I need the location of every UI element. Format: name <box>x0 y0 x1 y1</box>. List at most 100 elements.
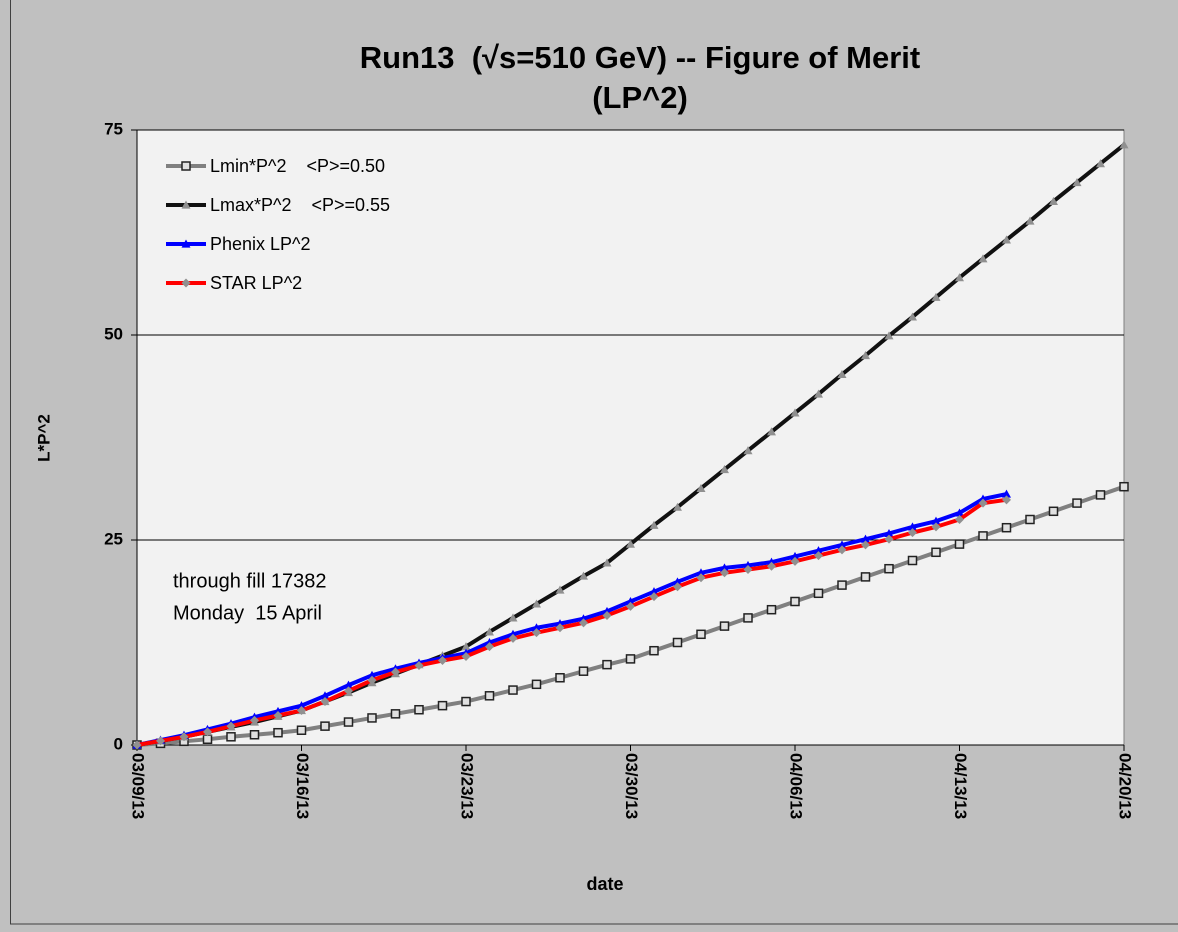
marker <box>226 721 236 731</box>
marker <box>978 494 988 503</box>
marker <box>226 732 236 742</box>
marker <box>438 656 447 666</box>
y-tick-label: 75 <box>104 119 123 138</box>
marker <box>696 483 706 492</box>
x-tick-label: 04/20/13 <box>1116 753 1135 819</box>
marker <box>414 704 424 715</box>
marker <box>767 427 776 436</box>
marker <box>955 515 964 524</box>
marker <box>1049 196 1058 205</box>
y-axis-label: L*P^2 <box>34 414 53 462</box>
marker <box>767 557 776 566</box>
marker <box>720 568 729 578</box>
marker <box>391 667 400 677</box>
marker <box>297 701 306 710</box>
marker <box>672 637 683 648</box>
marker <box>273 727 283 738</box>
marker <box>931 516 941 525</box>
marker <box>884 534 894 544</box>
marker <box>696 568 706 577</box>
marker <box>907 555 918 566</box>
legend-marker <box>181 200 191 209</box>
marker <box>1096 159 1105 168</box>
marker <box>931 522 941 532</box>
marker <box>814 546 823 555</box>
marker <box>250 715 259 725</box>
marker <box>179 732 189 742</box>
marker <box>625 654 636 664</box>
x-tick-label: 04/06/13 <box>787 753 806 819</box>
marker <box>602 558 612 567</box>
marker <box>367 713 377 723</box>
marker <box>837 580 847 590</box>
legend-marker <box>181 239 191 248</box>
marker <box>1119 140 1129 149</box>
marker <box>1025 216 1035 225</box>
marker <box>1072 498 1082 508</box>
marker <box>908 528 917 538</box>
legend-label: Lmin*P^2 <P>=0.50 <box>210 156 385 176</box>
marker <box>1095 490 1106 500</box>
legend-label: Phenix LP^2 <box>210 234 311 254</box>
marker <box>978 254 988 263</box>
marker <box>485 642 494 652</box>
marker <box>508 613 518 622</box>
marker <box>814 389 823 398</box>
marker <box>273 706 283 715</box>
chart-title: Run13 (√s=510 GeV) -- Figure of Merit <box>360 40 920 75</box>
marker <box>931 547 941 558</box>
marker <box>532 628 541 638</box>
marker <box>837 540 847 549</box>
marker <box>954 539 965 549</box>
marker <box>790 556 800 566</box>
marker <box>696 629 706 640</box>
legend-marker <box>181 161 191 171</box>
marker <box>626 601 635 611</box>
marker <box>790 551 800 560</box>
marker <box>344 686 353 696</box>
marker <box>579 618 588 628</box>
marker <box>297 706 306 716</box>
marker <box>437 700 448 711</box>
marker <box>578 666 589 676</box>
marker <box>649 592 659 602</box>
marker <box>203 727 212 737</box>
marker <box>861 534 870 543</box>
marker <box>508 633 518 643</box>
marker <box>532 599 541 608</box>
marker <box>743 613 753 623</box>
marker <box>461 696 471 707</box>
marker <box>955 273 964 282</box>
marker <box>249 730 260 740</box>
marker <box>602 659 612 670</box>
marker <box>837 369 847 378</box>
marker <box>626 597 635 606</box>
marker <box>1002 489 1011 498</box>
marker <box>908 522 917 531</box>
marker <box>790 596 800 607</box>
marker <box>908 312 917 321</box>
y-tick-label: 0 <box>114 734 123 753</box>
legend-label: STAR LP^2 <box>210 273 302 293</box>
marker <box>485 627 494 636</box>
marker <box>1001 522 1012 533</box>
series-line <box>136 492 1007 747</box>
marker <box>978 498 988 508</box>
marker <box>202 734 213 745</box>
marker <box>602 610 612 620</box>
marker <box>532 623 541 632</box>
marker <box>461 642 471 651</box>
marker <box>649 587 659 596</box>
marker <box>414 660 424 670</box>
marker <box>1072 177 1082 187</box>
legend-marker <box>181 278 191 288</box>
marker <box>156 736 165 746</box>
y-tick-label: 25 <box>104 529 123 548</box>
marker <box>132 740 142 750</box>
annotation: through fill 17382 <box>173 570 326 592</box>
marker <box>555 673 565 683</box>
marker <box>1002 495 1011 505</box>
marker <box>343 717 354 727</box>
marker <box>860 572 871 582</box>
